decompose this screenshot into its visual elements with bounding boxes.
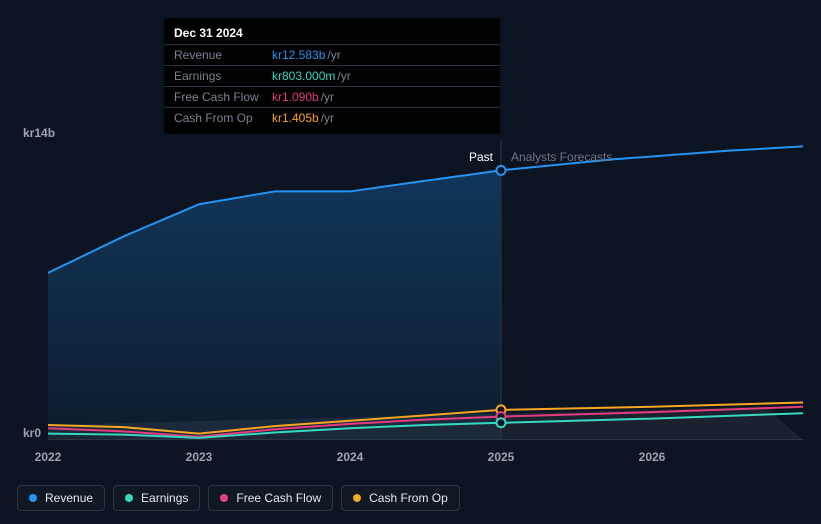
legend-item-label: Free Cash Flow bbox=[236, 491, 321, 505]
legend-item-cash-from-op[interactable]: Cash From Op bbox=[341, 485, 460, 511]
x-axis-label: 2024 bbox=[337, 450, 364, 464]
tooltip-row-label: Earnings bbox=[174, 69, 262, 83]
chart-area[interactable] bbox=[48, 140, 803, 440]
tooltip-date: Dec 31 2024 bbox=[164, 24, 500, 44]
x-axis-label: 2026 bbox=[639, 450, 666, 464]
legend-item-label: Cash From Op bbox=[369, 491, 448, 505]
legend-dot-icon bbox=[29, 494, 37, 502]
x-axis-label: 2022 bbox=[35, 450, 62, 464]
past-label: Past bbox=[469, 150, 493, 164]
tooltip-row-label: Cash From Op bbox=[174, 111, 262, 125]
tooltip-row-unit: /yr bbox=[321, 111, 334, 125]
legend-item-revenue[interactable]: Revenue bbox=[17, 485, 105, 511]
tooltip-row-value: kr1.090b bbox=[272, 90, 319, 104]
tooltip-row-label: Free Cash Flow bbox=[174, 90, 262, 104]
tooltip-row: Free Cash Flow kr1.090b/yr bbox=[164, 86, 500, 107]
legend-item-earnings[interactable]: Earnings bbox=[113, 485, 200, 511]
legend-dot-icon bbox=[353, 494, 361, 502]
tooltip-row-value: kr1.405b bbox=[272, 111, 319, 125]
legend-item-free-cash-flow[interactable]: Free Cash Flow bbox=[208, 485, 333, 511]
tooltip-row-label: Revenue bbox=[174, 48, 262, 62]
tooltip-row: Cash From Op kr1.405b/yr bbox=[164, 107, 500, 128]
tooltip-row-value: kr12.583b bbox=[272, 48, 325, 62]
legend-dot-icon bbox=[125, 494, 133, 502]
y-axis-label: kr14b bbox=[23, 126, 55, 140]
legend-item-label: Earnings bbox=[141, 491, 188, 505]
tooltip-row-unit: /yr bbox=[327, 48, 340, 62]
forecast-label: Analysts Forecasts bbox=[511, 150, 612, 164]
tooltip-row: Earnings kr803.000m/yr bbox=[164, 65, 500, 86]
tooltip-row: Revenue kr12.583b/yr bbox=[164, 44, 500, 65]
legend-dot-icon bbox=[220, 494, 228, 502]
chart-svg bbox=[48, 140, 803, 440]
legend: Revenue Earnings Free Cash Flow Cash From O… bbox=[17, 485, 460, 511]
chart-tooltip: Dec 31 2024 Revenue kr12.583b/yr Earnings k… bbox=[164, 18, 500, 134]
x-axis-label: 2023 bbox=[186, 450, 213, 464]
tooltip-row-unit: /yr bbox=[337, 69, 350, 83]
x-axis-label: 2025 bbox=[488, 450, 515, 464]
legend-item-label: Revenue bbox=[45, 491, 93, 505]
tooltip-row-value: kr803.000m bbox=[272, 69, 335, 83]
y-axis-label: kr0 bbox=[23, 426, 41, 440]
tooltip-row-unit: /yr bbox=[321, 90, 334, 104]
